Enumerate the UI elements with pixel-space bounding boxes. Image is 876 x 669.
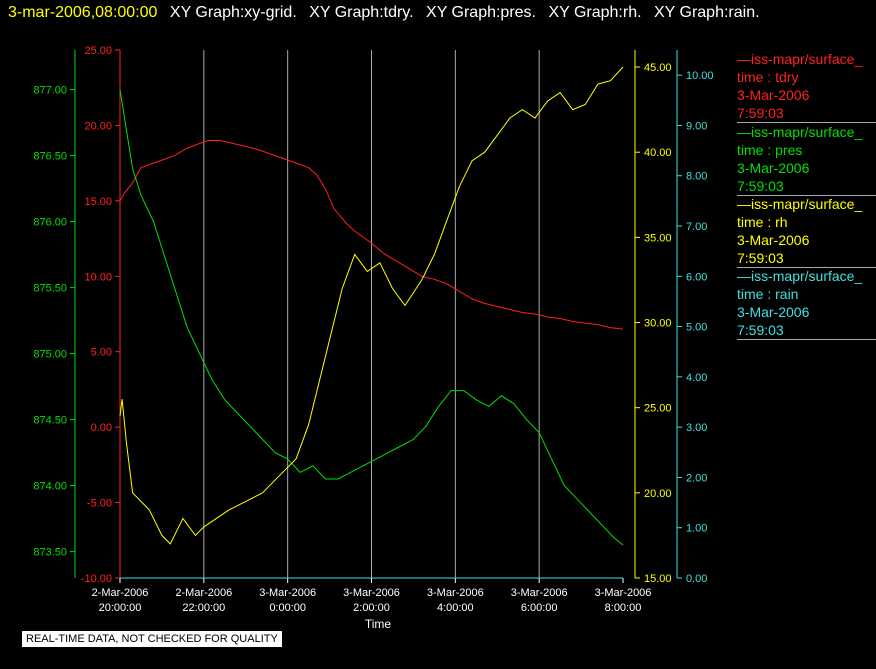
x-tick-label-date: 3-Mar-2006 [259, 587, 316, 599]
legend-date: 3-Mar-2006 [737, 87, 810, 103]
tick-label-rh: 25.00 [644, 403, 672, 415]
legend-source: iss-mapr/surface_ [751, 196, 863, 212]
x-tick-label-date: 2-Mar-2006 [175, 587, 232, 599]
tick-label-tdry: 15.00 [84, 196, 112, 208]
legend-divider [737, 267, 876, 268]
legend-line-icon: — [737, 124, 751, 140]
legend-date: 3-Mar-2006 [737, 160, 810, 176]
tick-label-rain: 7.00 [686, 221, 707, 233]
tick-label-rh: 15.00 [644, 573, 672, 585]
graph-label-tdry[interactable]: XY Graph:tdry. [309, 4, 414, 21]
tick-label-rain: 1.00 [686, 523, 707, 535]
tick-label-pres: 877.00 [33, 85, 67, 97]
tick-label-pres: 876.00 [33, 217, 67, 229]
tick-label-tdry: 5.00 [91, 347, 112, 359]
tick-label-tdry: -5.00 [87, 498, 112, 510]
legend-source: iss-mapr/surface_ [751, 51, 863, 67]
tick-label-rain: 0.00 [686, 573, 707, 585]
x-tick-label-time: 22:00:00 [182, 602, 225, 614]
tick-label-rh: 45.00 [644, 62, 672, 74]
x-axis-title: Time [364, 617, 392, 631]
legend-time: 7:59:03 [737, 178, 784, 194]
tick-label-rain: 9.00 [686, 120, 707, 132]
x-tick-label-date: 3-Mar-2006 [427, 587, 484, 599]
x-tick-label-date: 2-Mar-2006 [92, 587, 149, 599]
series-line-tdry [119, 140, 624, 330]
tick-label-rain: 8.00 [686, 171, 707, 183]
x-tick-label-date: 3-Mar-2006 [595, 587, 652, 599]
x-tick-label-time: 6:00:00 [521, 602, 558, 614]
tick-label-tdry: -10.00 [81, 573, 112, 585]
x-tick-label-time: 2:00:00 [353, 602, 390, 614]
timestamp: 3-mar-2006,08:00:00 [8, 4, 158, 21]
series-line-pres [119, 89, 624, 546]
tick-label-rh: 30.00 [644, 318, 672, 330]
legend-divider [737, 339, 876, 340]
legend-var: time : pres [737, 142, 803, 158]
legend-source: iss-mapr/surface_ [751, 124, 863, 140]
tick-label-rain: 4.00 [686, 372, 707, 384]
tick-label-pres: 874.50 [33, 415, 67, 427]
tick-label-tdry: 20.00 [84, 120, 112, 132]
x-tick-label-date: 3-Mar-2006 [343, 587, 400, 599]
tick-label-tdry: 0.00 [91, 422, 112, 434]
tick-label-rain: 6.00 [686, 271, 707, 283]
series-line-rh [119, 66, 624, 545]
tick-label-pres: 875.50 [33, 283, 67, 295]
graph-label-xy-grid[interactable]: XY Graph:xy-grid. [169, 4, 297, 21]
legend-line-icon: — [737, 51, 751, 67]
tick-label-rain: 5.00 [686, 322, 707, 334]
graph-label-rain[interactable]: XY Graph:rain. [654, 4, 760, 21]
legend-source: iss-mapr/surface_ [751, 268, 863, 284]
legend-rain[interactable]: —iss-mapr/surface_ time : rain 3-Mar-200… [737, 267, 876, 340]
tick-label-rain: 2.00 [686, 472, 707, 484]
tick-label-rain: 3.00 [686, 422, 707, 434]
legend-date: 3-Mar-2006 [737, 232, 810, 248]
x-tick-label-time: 0:00:00 [269, 602, 306, 614]
tick-label-pres: 875.00 [33, 349, 67, 361]
tick-label-pres: 876.50 [33, 151, 67, 163]
legend-var: time : rh [737, 214, 788, 230]
tick-label-pres: 874.00 [33, 481, 67, 493]
legend-line-icon: — [737, 196, 751, 212]
legend-divider [737, 122, 876, 123]
tick-label-rh: 40.00 [644, 147, 672, 159]
legend-var: time : rain [737, 286, 799, 302]
x-tick-label-time: 8:00:00 [605, 602, 642, 614]
graph-label-pres[interactable]: XY Graph:pres. [426, 4, 536, 21]
tick-label-tdry: 25.00 [84, 45, 112, 57]
tick-label-pres: 873.50 [33, 547, 67, 559]
title-bar: 3-mar-2006,08:00:00 XY Graph:xy-grid. XY… [8, 4, 768, 22]
tick-label-rh: 35.00 [644, 232, 672, 244]
legend-tdry[interactable]: —iss-mapr/surface_ time : tdry 3-Mar-200… [737, 50, 876, 123]
legend-divider [737, 195, 876, 196]
legend-time: 7:59:03 [737, 250, 784, 266]
legend-pres[interactable]: —iss-mapr/surface_ time : pres 3-Mar-200… [737, 123, 876, 196]
x-tick-label-date: 3-Mar-2006 [511, 587, 568, 599]
x-tick-label-time: 4:00:00 [437, 602, 474, 614]
tick-label-tdry: 10.00 [84, 271, 112, 283]
legend-time: 7:59:03 [737, 105, 784, 121]
tick-label-rh: 20.00 [644, 488, 672, 500]
legend-time: 7:59:03 [737, 322, 784, 338]
legend-date: 3-Mar-2006 [737, 304, 810, 320]
legend-line-icon: — [737, 268, 751, 284]
x-tick-label-time: 20:00:00 [99, 602, 142, 614]
legend-var: time : tdry [737, 69, 799, 85]
graph-label-rh[interactable]: XY Graph:rh. [548, 4, 642, 21]
quality-disclaimer: REAL-TIME DATA, NOT CHECKED FOR QUALITY [21, 630, 283, 648]
legend-rh[interactable]: —iss-mapr/surface_ time : rh 3-Mar-2006 … [737, 195, 876, 268]
tick-label-rain: 10.00 [686, 70, 714, 82]
